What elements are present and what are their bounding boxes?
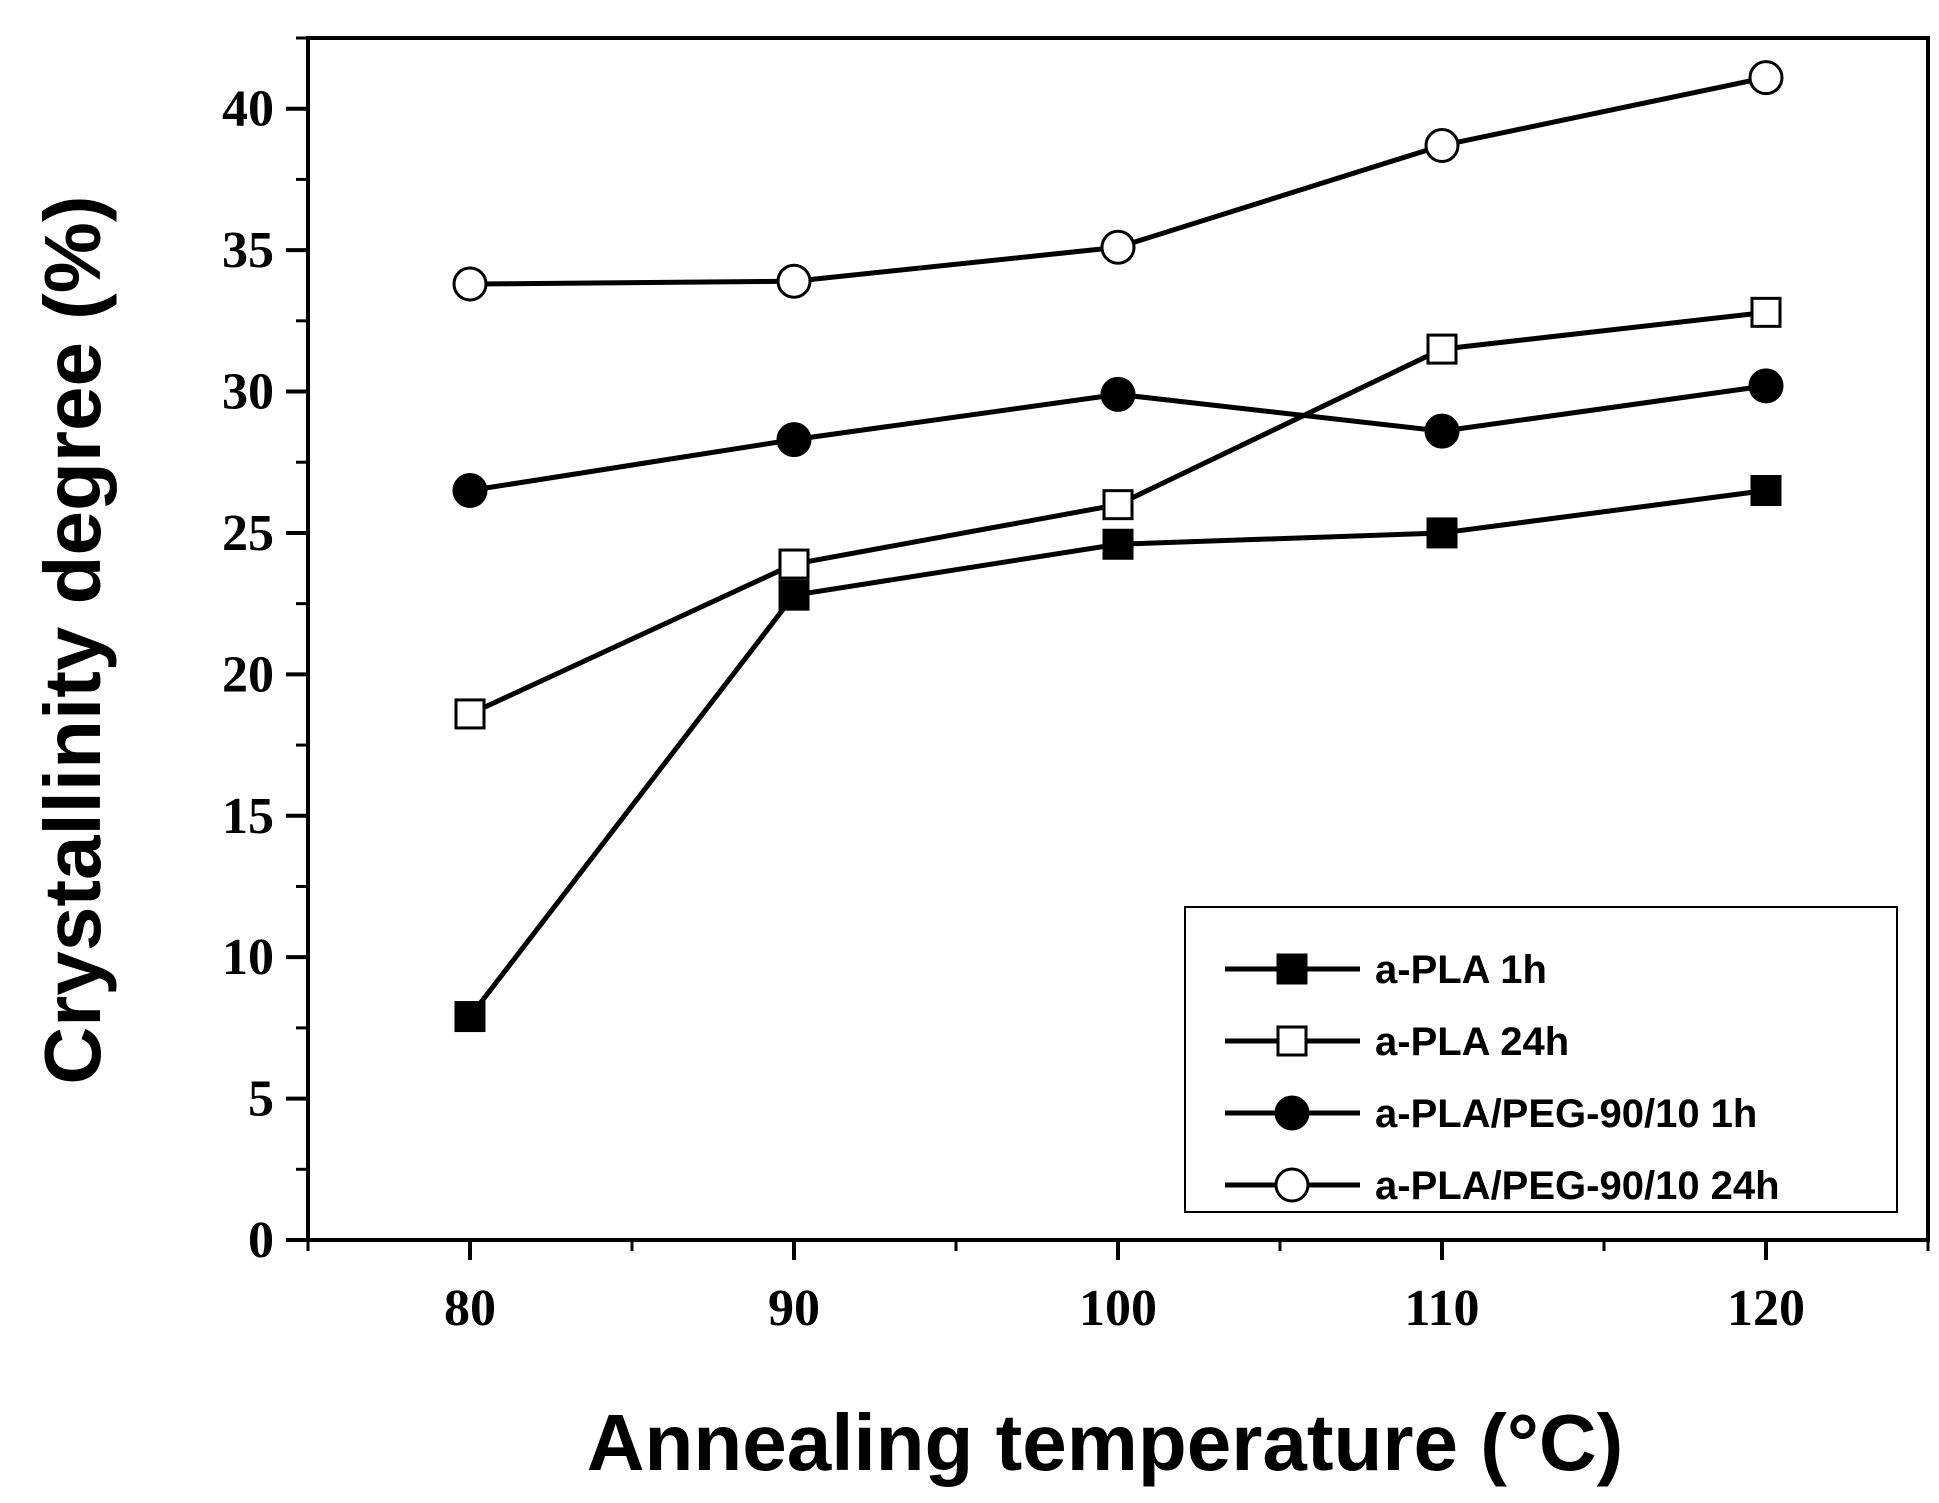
x-axis-title: Annealing temperature (°C) (587, 1398, 1624, 1487)
data-point (1748, 368, 1784, 404)
legend-item: a-PLA 1h (1225, 948, 1547, 992)
data-point (778, 579, 810, 611)
data-point (1100, 229, 1136, 265)
y-tick-label: 0 (248, 1212, 274, 1269)
legend-marker (1274, 1095, 1310, 1131)
legend: a-PLA 1h a-PLA 24h a-PLA/PEG-90/10 1h a-PLA… (1184, 906, 1898, 1213)
y-tick-label: 15 (222, 788, 274, 845)
series-group-4 (452, 60, 1784, 302)
series-group-2 (454, 296, 1782, 730)
data-point (454, 1001, 486, 1033)
data-point (452, 473, 488, 509)
data-point (1750, 296, 1782, 328)
legend-marker (1276, 953, 1308, 985)
data-point (454, 698, 486, 730)
y-tick-label: 40 (222, 81, 274, 138)
x-tick-label: 90 (768, 1280, 820, 1337)
data-point (1102, 528, 1134, 560)
data-point (776, 263, 812, 299)
data-point (452, 266, 488, 302)
x-tick-label: 110 (1404, 1280, 1479, 1337)
y-tick-label: 30 (222, 364, 274, 421)
x-tick-label: 100 (1079, 1280, 1157, 1337)
series-group-3 (452, 368, 1784, 509)
series-group-1 (454, 475, 1782, 1033)
data-point (1750, 475, 1782, 507)
legend-marker (1276, 1025, 1308, 1057)
legend-label: a-PLA 1h (1375, 948, 1547, 992)
legend-marker (1274, 1167, 1310, 1203)
y-tick-label: 10 (222, 929, 274, 986)
axes: 80 90 100 110 120 0 5 10 15 20 25 30 35 40 (222, 36, 1930, 1337)
y-tick-label: 35 (222, 222, 274, 279)
data-point (776, 422, 812, 458)
x-tick-label: 80 (444, 1280, 496, 1337)
legend-label: a-PLA/PEG-90/10 1h (1375, 1092, 1757, 1136)
y-tick-label: 5 (248, 1071, 274, 1128)
legend-item: a-PLA/PEG-90/10 24h (1225, 1164, 1780, 1208)
series-lines (452, 60, 1784, 1033)
legend-item: a-PLA/PEG-90/10 1h (1225, 1092, 1757, 1136)
legend-item: a-PLA 24h (1225, 1020, 1569, 1064)
y-tick-label: 25 (222, 505, 274, 562)
data-point (1424, 413, 1460, 449)
data-point (1102, 489, 1134, 521)
y-tick-label: 20 (222, 646, 274, 703)
legend-label: a-PLA/PEG-90/10 24h (1375, 1164, 1780, 1208)
data-point (1100, 376, 1136, 412)
data-point (1426, 517, 1458, 549)
legend-label: a-PLA 24h (1375, 1020, 1569, 1064)
x-tick-label: 120 (1727, 1280, 1805, 1337)
data-point (1424, 127, 1460, 163)
data-point (1426, 333, 1458, 365)
data-point (1748, 60, 1784, 96)
data-point (778, 548, 810, 580)
y-axis-title: Crystallinity degree (%) (28, 195, 117, 1084)
